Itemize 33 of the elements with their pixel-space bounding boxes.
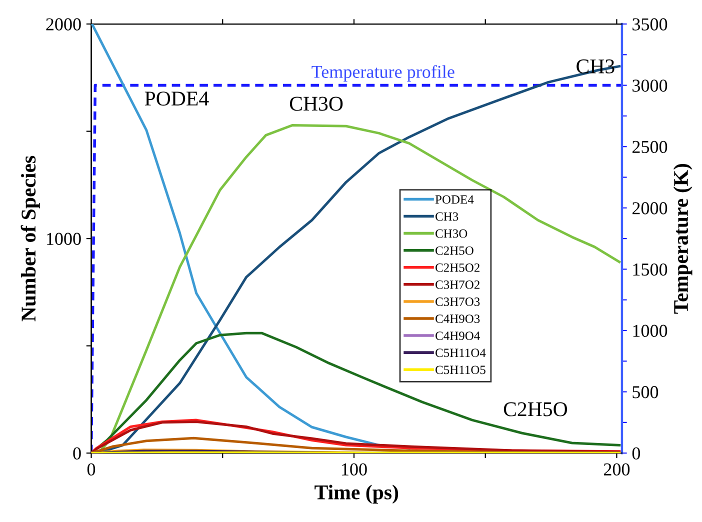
legend-label: C2H5O2 — [436, 263, 480, 272]
y2-tick-label: 3000 — [632, 80, 668, 92]
legend-label: CH3 — [436, 212, 458, 221]
annotation: Temperature profile — [312, 65, 454, 82]
y2-axis-title: Temperature (K) — [673, 164, 692, 314]
legend-label: C2H5O — [436, 246, 474, 255]
legend-label: PODE4 — [435, 195, 474, 204]
y2-tick-label: 0 — [632, 447, 640, 460]
legend-label: C4H9O3 — [436, 314, 480, 323]
legend-label: C5H11O5 — [436, 366, 486, 374]
x-tick-label: 100 — [342, 463, 367, 476]
x-tick-label: 0 — [87, 463, 96, 476]
legend-label: C3H7O2 — [436, 280, 480, 289]
annotation: CH3O — [290, 96, 343, 111]
legend-label: CH3O — [436, 229, 468, 238]
y2-tick-label: 2500 — [632, 140, 668, 154]
y2-tick-label: 2000 — [632, 202, 668, 214]
x-axis-title: Time (ps) — [314, 484, 398, 504]
legend-label: C5H11O4 — [436, 348, 486, 358]
y-axis-title: Number of Species — [20, 156, 40, 322]
y2-tick-label: 1500 — [633, 263, 668, 276]
y-tick-label: 2000 — [46, 18, 81, 30]
y-tick-label: 0 — [73, 447, 81, 460]
y2-tick-label: 1000 — [633, 324, 668, 337]
y-tick-label: 1000 — [47, 232, 81, 245]
y2-tick-label: 500 — [632, 386, 658, 398]
annotation: CH3 — [576, 59, 614, 74]
x-tick-label: 200 — [604, 463, 630, 476]
y2-tick-label: 3500 — [632, 18, 668, 30]
annotation: C2H5O — [504, 402, 568, 416]
legend-label: C3H7O3 — [436, 298, 480, 306]
annotation: PODE4 — [144, 92, 209, 106]
legend-label: C4H9O4 — [436, 332, 480, 340]
